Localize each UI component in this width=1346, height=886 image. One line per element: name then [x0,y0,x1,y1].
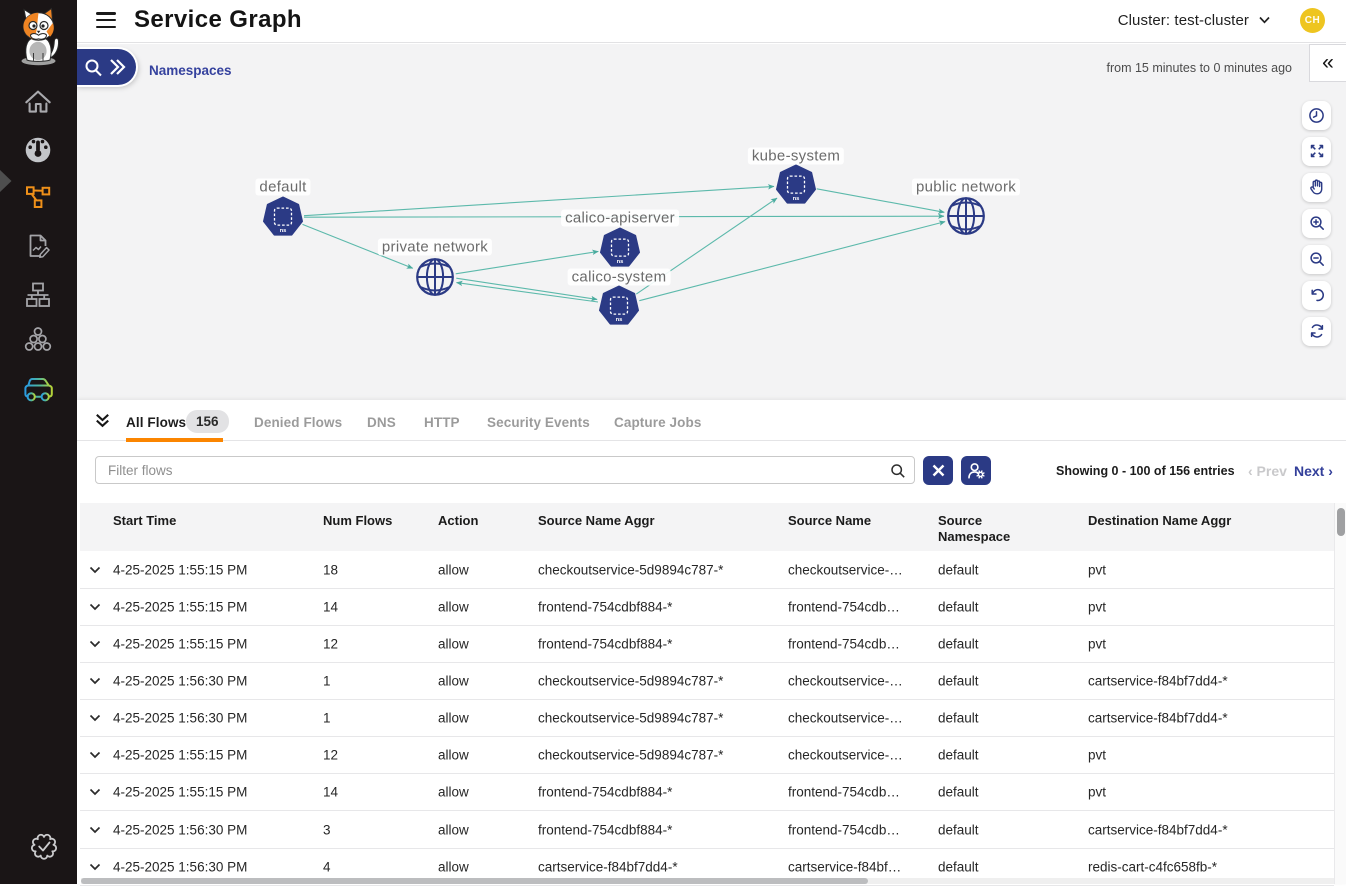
svg-text:ns: ns [617,259,624,265]
svg-text:ns: ns [280,228,287,234]
svg-text:ns: ns [793,196,800,202]
svg-text:ns: ns [616,317,623,323]
